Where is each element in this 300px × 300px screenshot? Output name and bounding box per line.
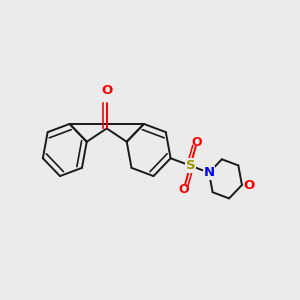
Text: O: O	[192, 136, 202, 148]
Text: N: N	[203, 166, 214, 179]
Text: S: S	[186, 159, 195, 172]
Text: O: O	[178, 183, 189, 196]
Text: O: O	[243, 178, 255, 191]
Text: O: O	[101, 84, 112, 97]
